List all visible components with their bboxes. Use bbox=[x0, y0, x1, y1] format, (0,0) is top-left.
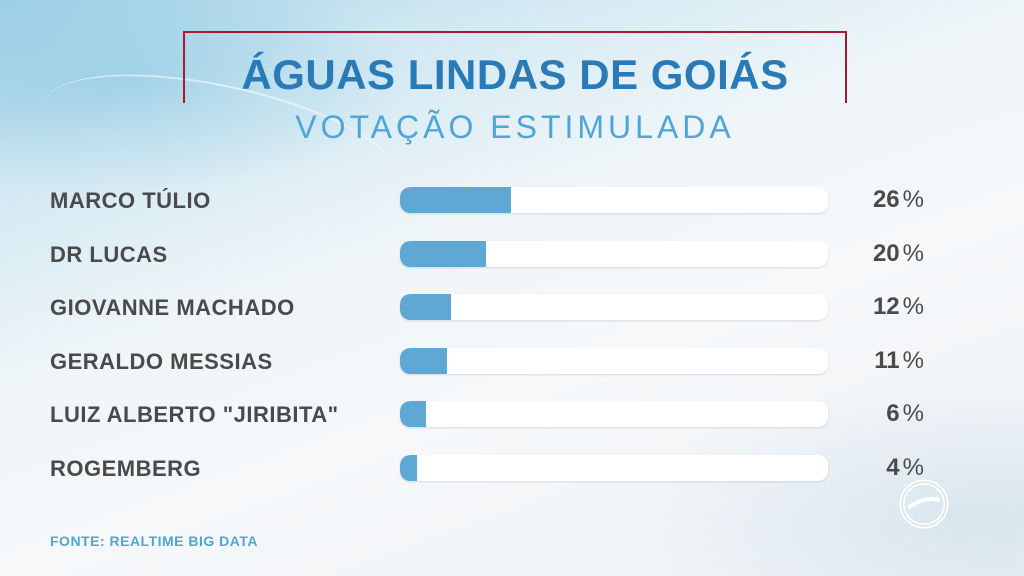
bar-track bbox=[400, 187, 828, 213]
percent-sign: % bbox=[902, 453, 924, 481]
bar-row: LUIZ ALBERTO "JIRIBITA" 6% bbox=[0, 396, 1024, 436]
bar-track bbox=[400, 294, 828, 320]
value-number: 26 bbox=[872, 186, 900, 213]
bar bbox=[400, 347, 448, 374]
bar bbox=[400, 401, 426, 427]
value-number: 20 bbox=[872, 239, 900, 267]
chart-title: ÁGUAS LINDAS DE GOIÁS bbox=[241, 51, 789, 98]
value-label: 11% bbox=[840, 347, 924, 375]
bar-row: GERALDO MESSIAS 11% bbox=[0, 343, 1024, 383]
category-label: MARCO TÚLIO bbox=[50, 188, 211, 213]
value-label: 4% bbox=[840, 454, 924, 482]
broadcaster-logo-icon bbox=[899, 479, 949, 529]
bar-track bbox=[400, 240, 828, 267]
value-number: 11 bbox=[874, 346, 900, 374]
bar bbox=[400, 454, 418, 481]
chart-subtitle: VOTAÇÃO ESTIMULADA bbox=[295, 109, 735, 145]
percent-sign: % bbox=[902, 186, 924, 213]
percent-sign: % bbox=[902, 293, 924, 320]
bar-row: ROGEMBERG 4% bbox=[0, 450, 1024, 490]
bar-row: DR LUCAS 20% bbox=[0, 236, 1024, 276]
category-label: ROGEMBERG bbox=[50, 455, 202, 481]
bar-track bbox=[400, 401, 828, 427]
title-frame bbox=[183, 31, 847, 103]
bar bbox=[400, 187, 512, 213]
bar bbox=[400, 294, 452, 320]
source-note: FONTE: REALTIME BIG DATA bbox=[50, 533, 258, 549]
category-label: GIOVANNE MACHADO bbox=[50, 295, 295, 320]
bar bbox=[400, 240, 486, 267]
value-label: 26% bbox=[840, 186, 924, 214]
value-number: 6 bbox=[886, 400, 900, 427]
bar-track bbox=[400, 347, 828, 374]
bar-track bbox=[400, 454, 828, 481]
value-number: 12 bbox=[872, 293, 900, 320]
category-label: DR LUCAS bbox=[50, 241, 168, 267]
percent-sign: % bbox=[902, 239, 924, 267]
bar-row: MARCO TÚLIO 26% bbox=[0, 182, 1024, 222]
bar-row: GIOVANNE MACHADO 12% bbox=[0, 289, 1024, 329]
percent-sign: % bbox=[902, 346, 924, 374]
value-label: 20% bbox=[840, 240, 924, 268]
category-label: LUIZ ALBERTO "JIRIBITA" bbox=[50, 402, 339, 427]
value-number: 4 bbox=[886, 453, 900, 481]
category-label: GERALDO MESSIAS bbox=[50, 348, 273, 374]
value-label: 6% bbox=[840, 400, 924, 428]
value-label: 12% bbox=[840, 293, 924, 321]
percent-sign: % bbox=[902, 400, 924, 427]
